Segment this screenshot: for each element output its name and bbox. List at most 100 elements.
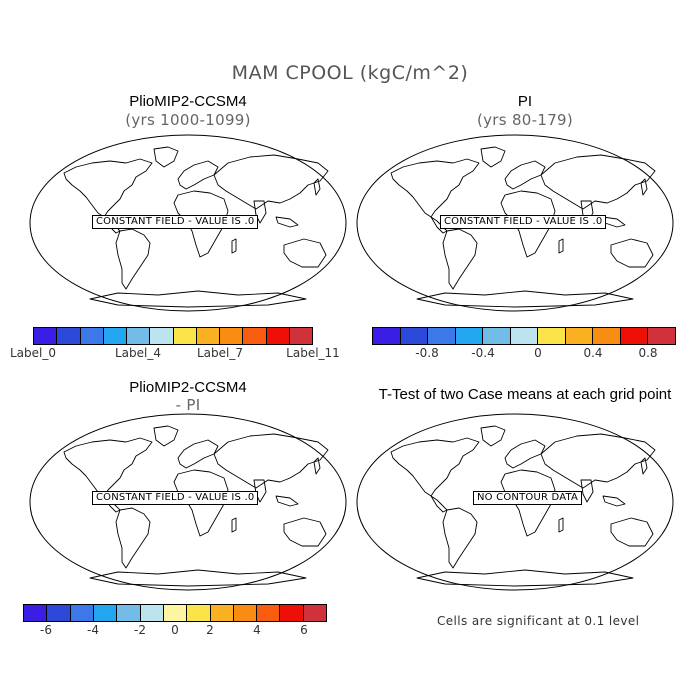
continent-outline <box>275 495 299 507</box>
continent-outline <box>213 154 329 210</box>
colorbar-swatch <box>373 328 401 344</box>
colorbar-swatch <box>70 605 94 621</box>
colorbar-1-labels: Label_0 Label_4 Label_7 Label_11 <box>10 346 340 362</box>
colorbar-swatch <box>243 328 267 344</box>
colorbar-swatch <box>303 605 327 621</box>
colorbar-swatch <box>257 605 281 621</box>
colorbar-swatch <box>140 605 164 621</box>
colorbar-swatch <box>455 328 484 344</box>
panel-1-constant-field-note: CONSTANT FIELD - VALUE IS .0 <box>92 215 259 229</box>
continent-outline <box>115 228 151 290</box>
colorbar-2-label: 0.4 <box>583 346 603 360</box>
panel-4-title: T-Test of two Case means at each grid po… <box>378 386 672 403</box>
colorbar-swatch <box>57 328 81 344</box>
colorbar-3-label: 0 <box>171 623 179 637</box>
colorbar-3-labels: -6 -4 -2 0 2 4 6 <box>23 623 327 639</box>
colorbar-swatch <box>266 328 290 344</box>
continent-outline <box>610 238 654 268</box>
colorbar-swatch <box>150 328 174 344</box>
colorbar-swatch <box>538 328 566 344</box>
colorbar-2-label: -0.4 <box>471 346 495 360</box>
colorbar-1 <box>33 327 313 345</box>
colorbar-swatch <box>210 605 234 621</box>
continent-outline <box>442 228 478 290</box>
panel-2-subtitle: (yrs 80-179) <box>476 111 574 129</box>
continent-outline <box>231 517 237 533</box>
continent-outline <box>115 507 151 569</box>
continent-outline <box>89 290 307 308</box>
figure-title: MAM CPOOL (kgC/m^2) <box>231 62 469 84</box>
colorbar-2 <box>372 327 676 345</box>
continent-outline <box>313 178 321 196</box>
colorbar-swatch <box>24 605 48 621</box>
colorbar-swatch <box>103 328 127 344</box>
colorbar-swatch <box>80 328 104 344</box>
colorbar-swatch <box>220 328 244 344</box>
continent-outline <box>283 517 327 547</box>
colorbar-3-label: 4 <box>253 623 261 637</box>
colorbar-swatch <box>117 605 141 621</box>
panel-3-subtitle: - PI <box>175 396 201 414</box>
colorbar-swatch <box>400 328 429 344</box>
continent-outline <box>610 517 654 547</box>
colorbar-2-label: -0.8 <box>415 346 439 360</box>
colorbar-2-labels: -0.8 -0.4 0 0.4 0.8 <box>372 346 676 362</box>
continent-outline <box>231 238 237 254</box>
colorbar-swatch <box>280 605 304 621</box>
continent-outline <box>558 238 564 254</box>
colorbar-swatch <box>510 328 539 344</box>
colorbar-swatch <box>34 328 58 344</box>
continent-outline <box>213 433 329 489</box>
continent-outline <box>480 425 506 447</box>
panel-1-title: PlioMIP2-CCSM4 <box>129 93 247 110</box>
colorbar-2-label: 0 <box>534 346 542 360</box>
colorbar-1-label: Label_11 <box>286 346 340 360</box>
colorbar-swatch <box>289 328 312 344</box>
colorbar-1-label: Label_7 <box>196 346 244 360</box>
colorbar-2-label: 0.8 <box>638 346 658 360</box>
continent-outline <box>602 495 626 507</box>
colorbar-2-swatches <box>372 327 676 345</box>
colorbar-3-label: -2 <box>134 623 146 637</box>
colorbar-1-swatches <box>33 327 313 345</box>
continent-outline <box>89 569 307 587</box>
colorbar-swatch <box>127 328 151 344</box>
colorbar-swatch <box>648 328 676 344</box>
panel-3-constant-field-note: CONSTANT FIELD - VALUE IS .0 <box>92 491 259 505</box>
colorbar-swatch <box>163 605 188 621</box>
panel-1-subtitle: (yrs 1000-1099) <box>125 111 251 129</box>
continent-outline <box>63 437 153 497</box>
continent-outline <box>442 507 478 569</box>
colorbar-swatch <box>47 605 71 621</box>
colorbar-3 <box>23 604 327 622</box>
continent-outline <box>640 457 648 475</box>
continent-outline <box>580 479 594 503</box>
continent-outline <box>540 154 656 210</box>
continent-outline <box>540 433 656 489</box>
colorbar-swatch <box>233 605 258 621</box>
panel-4-no-contour-note: NO CONTOUR DATA <box>473 491 583 505</box>
continent-outline <box>313 457 321 475</box>
panel-2-constant-field-note: CONSTANT FIELD - VALUE IS .0 <box>440 215 607 229</box>
continent-outline <box>275 216 299 228</box>
colorbar-swatch <box>173 328 197 344</box>
colorbar-1-label: Label_4 <box>114 346 162 360</box>
colorbar-3-swatches <box>23 604 327 622</box>
colorbar-swatch <box>483 328 511 344</box>
panel-2-title: PI <box>517 93 533 110</box>
continent-outline <box>390 437 480 497</box>
colorbar-swatch <box>428 328 456 344</box>
colorbar-swatch <box>187 605 211 621</box>
continent-outline <box>416 290 634 308</box>
colorbar-swatch <box>593 328 621 344</box>
colorbar-3-label: -4 <box>87 623 99 637</box>
continent-outline <box>558 517 564 533</box>
continent-outline <box>153 146 179 168</box>
continent-outline <box>153 425 179 447</box>
significance-note: Cells are significant at 0.1 level <box>437 614 640 628</box>
continent-outline <box>390 158 480 218</box>
colorbar-swatch <box>620 328 649 344</box>
continent-outline <box>640 178 648 196</box>
colorbar-3-label: 2 <box>206 623 214 637</box>
continent-outline <box>63 158 153 218</box>
